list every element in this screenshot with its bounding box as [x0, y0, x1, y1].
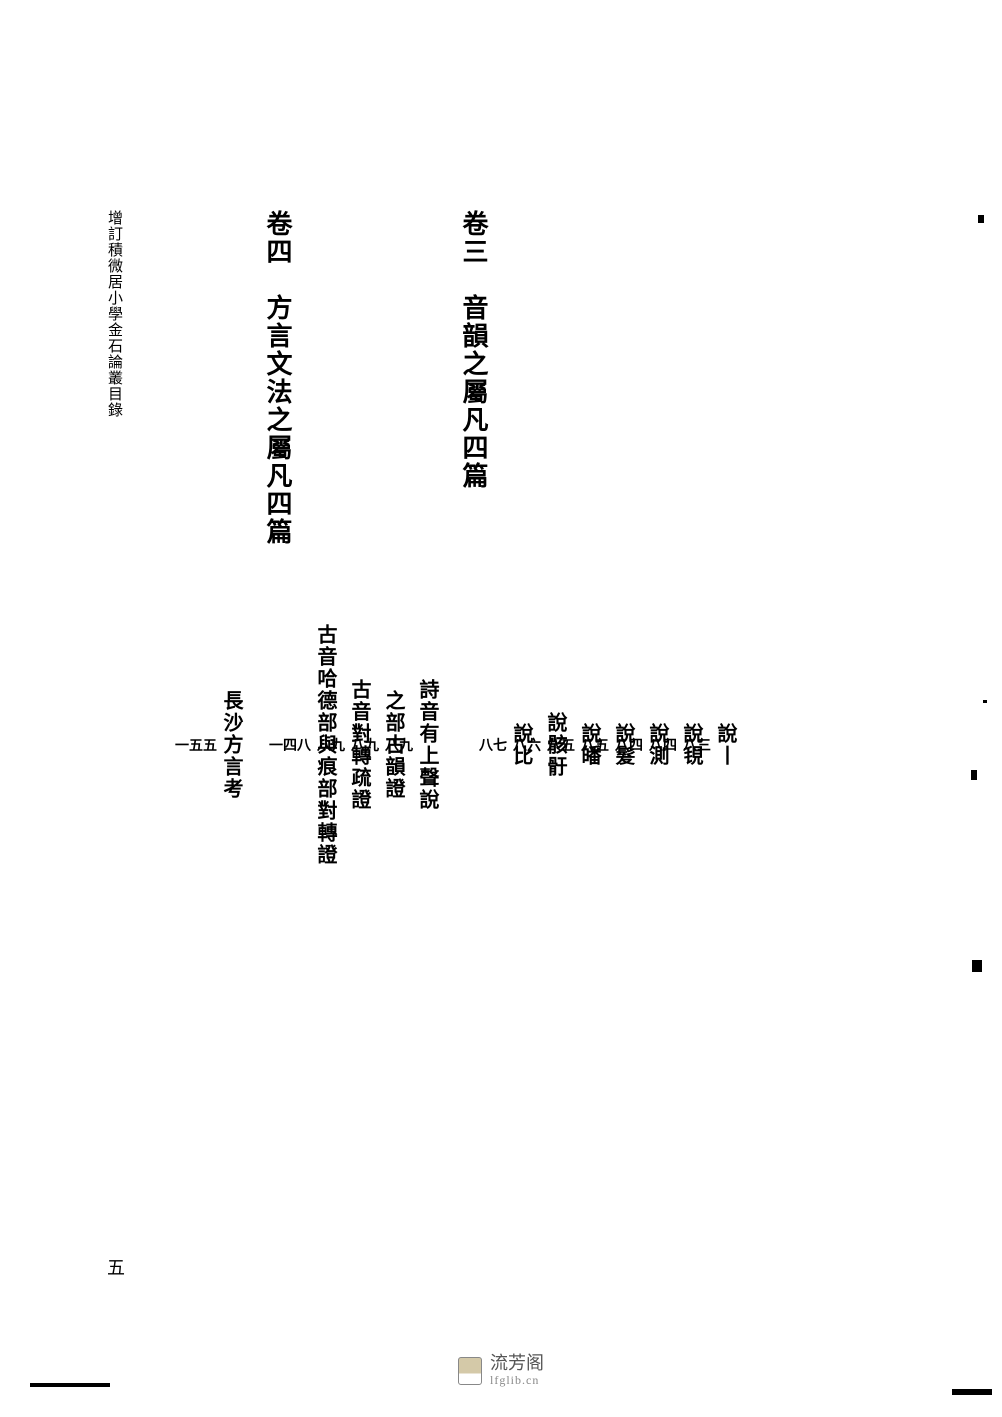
entry-title: 詩音有上聲說 — [413, 679, 442, 811]
running-title: 增訂積微居小學金石論叢目錄 — [105, 210, 125, 1280]
watermark-cn: 流芳阁 — [490, 1354, 544, 1374]
toc-page: 說丨 八三 說覒 八四 說測 八四 說髮 八五 說皤 八五 說骸骬 八六 說比 … — [100, 210, 740, 1280]
toc-entry: 古音哈德部與痕部對轉證 一四八 — [310, 210, 340, 1280]
watermark-url: lfglib.cn — [490, 1374, 544, 1387]
entry-title: 古音哈德部與痕部對轉證 — [311, 624, 340, 866]
scan-artifact — [30, 1383, 110, 1387]
toc-entry: 說髮 八五 — [608, 210, 638, 1280]
scan-artifact — [978, 215, 984, 223]
toc-entry: 之部古韻證 八九 — [378, 210, 408, 1280]
entry-page: 一五五 — [175, 735, 217, 755]
watermark-icon — [458, 1357, 482, 1385]
toc-entry: 詩音有上聲說 八九 — [412, 210, 442, 1280]
page-number: 五 — [107, 1254, 125, 1280]
scan-artifact — [952, 1389, 992, 1395]
entry-title: 古音對轉疏證 — [345, 679, 374, 811]
toc-entry: 古音對轉疏證 八九 — [344, 210, 374, 1280]
entry-title: 說覒 — [677, 723, 706, 767]
toc-entry: 說丨 八三 — [710, 210, 740, 1280]
entry-title: 說骸骬 — [541, 712, 570, 778]
section-heading: 卷三 音韻之屬凡四篇 — [456, 210, 492, 1280]
entry-title: 之部古韻證 — [379, 690, 408, 800]
toc-entry: 說骸骬 八六 — [540, 210, 570, 1280]
entry-title: 說比 — [507, 723, 536, 767]
scan-artifact — [971, 770, 977, 780]
section-heading: 卷四 方言文法之屬凡四篇 — [260, 210, 296, 1280]
watermark: 流芳阁 lfglib.cn — [458, 1354, 544, 1387]
scan-artifact — [972, 960, 982, 972]
toc-entry: 說測 八四 — [642, 210, 672, 1280]
watermark-text: 流芳阁 lfglib.cn — [490, 1354, 544, 1387]
scan-artifact — [983, 700, 987, 703]
toc-entry: 長沙方言考 一五五 — [216, 210, 246, 1280]
entry-title: 說丨 — [711, 723, 740, 767]
entry-title: 長沙方言考 — [217, 690, 246, 800]
toc-entry: 說皤 八五 — [574, 210, 604, 1280]
toc-entry: 說比 八七 — [506, 210, 536, 1280]
entry-title: 說髮 — [609, 723, 638, 767]
toc-entry: 說覒 八四 — [676, 210, 706, 1280]
entry-title: 說皤 — [575, 723, 604, 767]
entry-title: 說測 — [643, 723, 672, 767]
